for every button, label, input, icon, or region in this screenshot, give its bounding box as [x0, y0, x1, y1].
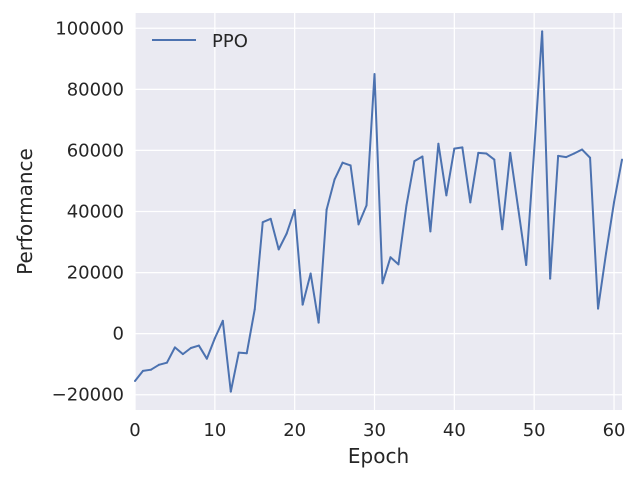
series-line-0 — [134, 30, 623, 393]
data-point — [461, 146, 464, 149]
data-point — [197, 344, 200, 347]
y-tick-labels: −20000 0 20000 40000 60000 80000 100000 — [52, 18, 124, 405]
data-point — [357, 223, 360, 226]
data-point — [533, 149, 536, 152]
data-point — [341, 161, 344, 164]
data-point — [429, 230, 432, 233]
data-point — [309, 272, 312, 275]
y-tick-label: 0 — [113, 324, 124, 345]
data-point — [221, 319, 224, 322]
data-point — [293, 208, 296, 211]
data-point — [245, 352, 248, 355]
data-point — [277, 248, 280, 251]
data-point — [557, 154, 560, 157]
x-tick-label: 20 — [283, 420, 306, 441]
x-axis-label: Epoch — [348, 444, 409, 468]
x-tick-labels: 0 10 20 30 40 50 60 — [129, 420, 625, 441]
y-tick-label: 60000 — [67, 140, 124, 161]
data-point — [413, 160, 416, 163]
data-point — [134, 379, 136, 382]
data-point — [269, 217, 272, 220]
data-point — [437, 142, 440, 145]
data-point — [453, 147, 456, 150]
data-point — [501, 228, 504, 231]
y-tick-label: 40000 — [67, 202, 124, 223]
y-tick-label: −20000 — [52, 385, 124, 406]
data-point — [589, 156, 592, 159]
data-point — [317, 321, 320, 324]
x-tick-label: 60 — [603, 420, 626, 441]
data-point — [349, 164, 352, 167]
data-point — [405, 204, 408, 207]
data-point — [213, 337, 216, 340]
data-point — [285, 232, 288, 235]
data-point — [621, 158, 623, 161]
data-point — [469, 201, 472, 204]
x-tick-label: 30 — [363, 420, 386, 441]
data-point — [325, 208, 328, 211]
legend-label-ppo: PPO — [212, 31, 248, 52]
data-point — [365, 204, 368, 207]
data-point — [237, 351, 240, 354]
data-point — [605, 252, 608, 255]
data-point — [189, 347, 192, 350]
data-point — [549, 277, 552, 280]
data-point — [141, 369, 144, 372]
x-tick-label: 0 — [129, 420, 140, 441]
data-point — [229, 390, 232, 393]
series-layer — [134, 30, 623, 393]
data-point — [333, 178, 336, 181]
data-point — [485, 152, 488, 155]
data-point — [205, 357, 208, 360]
data-point — [477, 151, 480, 154]
legend: PPO — [152, 31, 248, 52]
data-point — [389, 256, 392, 259]
data-point — [493, 158, 496, 161]
data-point — [573, 152, 576, 155]
data-point — [525, 263, 528, 266]
y-tick-label: 20000 — [67, 263, 124, 284]
y-axis-label: Performance — [13, 148, 37, 275]
data-point — [373, 73, 376, 76]
data-point — [581, 148, 584, 151]
data-point — [397, 263, 400, 266]
x-tick-label: 40 — [443, 420, 466, 441]
data-point — [613, 201, 616, 204]
data-point — [181, 353, 184, 356]
data-point — [261, 221, 264, 224]
y-tick-label: 80000 — [67, 79, 124, 100]
data-point — [565, 156, 568, 159]
x-tick-label: 10 — [203, 420, 226, 441]
data-point — [445, 194, 448, 197]
data-point — [597, 307, 600, 310]
data-point — [381, 282, 384, 285]
data-point — [149, 368, 152, 371]
y-tick-label: 100000 — [55, 18, 124, 39]
data-point — [301, 303, 304, 306]
data-point — [173, 346, 176, 349]
data-point — [253, 308, 256, 311]
data-point — [541, 30, 544, 33]
data-point — [509, 151, 512, 154]
data-point — [157, 363, 160, 366]
data-point — [421, 155, 424, 158]
data-point — [517, 207, 520, 210]
data-point — [165, 361, 168, 364]
x-tick-label: 50 — [523, 420, 546, 441]
